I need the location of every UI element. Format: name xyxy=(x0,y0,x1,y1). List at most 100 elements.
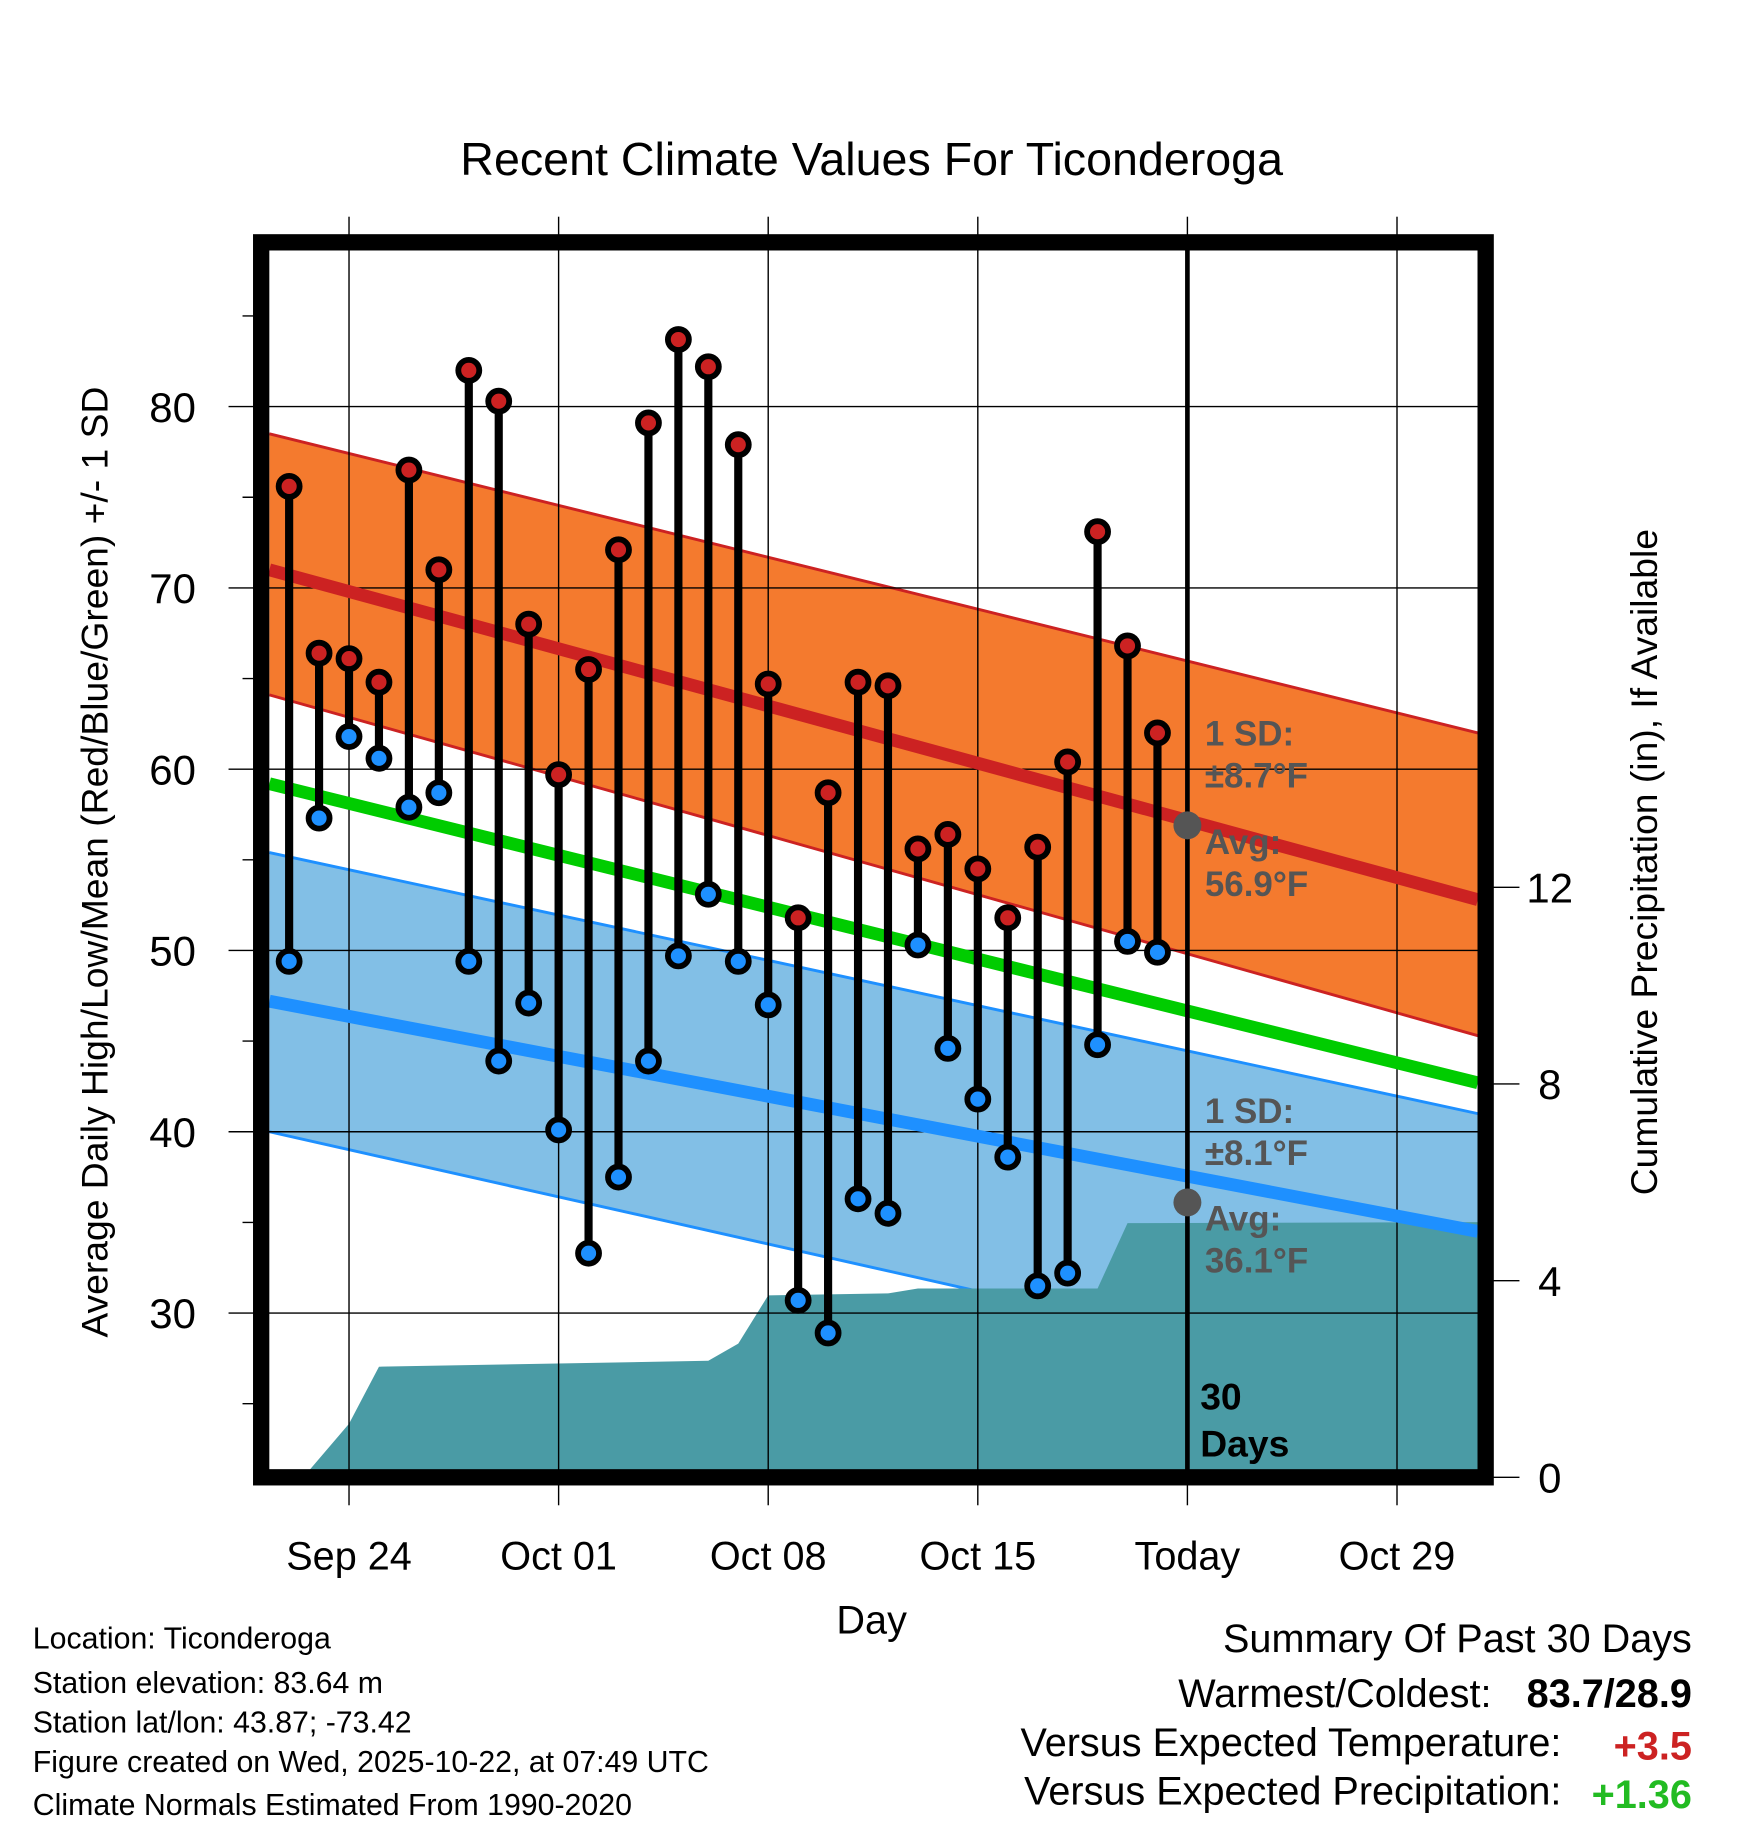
high-avg-label: Avg: xyxy=(1205,823,1281,862)
daily-low-point xyxy=(784,1286,812,1314)
daily-high-point xyxy=(575,656,602,683)
precip-departure-label: Versus Expected Precipitation: xyxy=(1024,1770,1561,1814)
daily-low-point xyxy=(305,804,333,832)
daily-low-point xyxy=(335,723,363,750)
daily-high-point xyxy=(515,610,543,638)
daily-high-point xyxy=(545,761,573,789)
y-tick-label: 40 xyxy=(149,1109,196,1156)
daily-high-point xyxy=(605,536,632,564)
daily-low-point xyxy=(485,1047,513,1075)
daily-high-point xyxy=(1144,719,1171,747)
temp-departure-value: +3.5 xyxy=(1614,1724,1692,1768)
x-tick-label: Oct 15 xyxy=(919,1534,1036,1578)
daily-low-point xyxy=(724,947,752,975)
today-low-avg-marker xyxy=(1173,1188,1202,1217)
high-avg-value: 56.9°F xyxy=(1205,865,1308,904)
daily-high-point xyxy=(994,904,1022,932)
daily-low-point xyxy=(1054,1259,1082,1287)
daily-low-point xyxy=(1144,938,1171,966)
days-unit-label: Days xyxy=(1200,1422,1289,1464)
days-count-label: 30 xyxy=(1200,1376,1241,1418)
y-axis-label: Average Daily High/Low/Mean (Red/Blue/Gr… xyxy=(73,387,115,1338)
plot-frame xyxy=(253,234,1494,1486)
daily-high-point xyxy=(425,556,453,584)
x-tick-label: Oct 29 xyxy=(1339,1534,1456,1578)
y-tick-label: 80 xyxy=(149,384,196,431)
daily-high-point xyxy=(844,668,872,696)
daily-high-point xyxy=(754,670,782,698)
annotations: 1 SD: ±8.7°F Avg: 56.9°F 1 SD: ±8.1°F Av… xyxy=(1200,715,1308,1465)
daily-low-point xyxy=(934,1034,962,1062)
low-avg-value: 36.1°F xyxy=(1205,1241,1308,1280)
daily-low-point xyxy=(635,1047,662,1075)
created-text: Figure created on Wed, 2025-10-22, at 07… xyxy=(33,1746,709,1779)
low-sd-value: ±8.1°F xyxy=(1205,1134,1308,1173)
low-sd-label: 1 SD: xyxy=(1205,1092,1294,1131)
chart-title: Recent Climate Values For Ticonderoga xyxy=(460,133,1283,185)
daily-high-point xyxy=(814,779,842,807)
y2-axis-label: Cumulative Precipitation (in), If Availa… xyxy=(1623,529,1665,1195)
daily-low-point xyxy=(874,1199,902,1227)
precip-departure-value: +1.36 xyxy=(1592,1773,1692,1817)
station-info: Location: Ticonderoga Station elevation:… xyxy=(33,1623,709,1823)
daily-low-point xyxy=(664,942,692,970)
location-text: Location: Ticonderoga xyxy=(33,1623,331,1656)
y2-tick-label: 4 xyxy=(1538,1258,1561,1305)
daily-high-point xyxy=(455,356,483,384)
today-high-avg-marker xyxy=(1173,811,1202,840)
x-tick-label: Today xyxy=(1135,1534,1241,1578)
latlon-text: Station lat/lon: 43.87; -73.42 xyxy=(33,1706,412,1739)
normals-text: Climate Normals Estimated From 1990-2020 xyxy=(33,1789,632,1822)
daily-high-point xyxy=(934,821,962,848)
daily-low-point xyxy=(694,880,722,908)
daily-low-point xyxy=(754,991,782,1019)
y-tick-label: 30 xyxy=(149,1290,196,1337)
daily-low-point xyxy=(814,1319,842,1347)
plot-area xyxy=(261,242,1486,1478)
daily-low-point xyxy=(605,1163,632,1191)
daily-low-point xyxy=(545,1116,573,1144)
low-avg-label: Avg: xyxy=(1205,1199,1281,1238)
daily-low-point xyxy=(1114,928,1141,955)
daily-high-point xyxy=(724,431,752,459)
x-tick-label: Sep 24 xyxy=(286,1534,412,1578)
precip-area xyxy=(303,1222,1478,1478)
daily-high-point xyxy=(664,326,692,353)
daily-low-point xyxy=(455,947,483,975)
daily-low-point xyxy=(1024,1272,1052,1300)
summary: Summary Of Past 30 Days Warmest/Coldest:… xyxy=(1020,1617,1691,1817)
daily-low-point xyxy=(365,744,393,772)
daily-high-point xyxy=(635,409,662,437)
y2-tick-label: 8 xyxy=(1538,1061,1561,1108)
daily-low-point xyxy=(395,793,423,821)
daily-low-point xyxy=(515,989,543,1017)
y2-tick-label: 0 xyxy=(1538,1454,1561,1501)
warmest-coldest-value: 83.7/28.9 xyxy=(1527,1672,1692,1716)
temp-departure-label: Versus Expected Temperature: xyxy=(1020,1721,1561,1765)
daily-low-point xyxy=(904,931,932,959)
daily-high-point xyxy=(1084,518,1111,546)
axes: Sep 24 Oct 01 Oct 08 Oct 15 Today Oct 2930405… xyxy=(149,216,1573,1578)
daily-high-point xyxy=(335,645,363,672)
daily-low-point xyxy=(275,947,303,975)
daily-low-point xyxy=(964,1085,992,1113)
summary-title: Summary Of Past 30 Days xyxy=(1223,1617,1692,1661)
daily-high-point xyxy=(784,904,812,932)
daily-low-point xyxy=(425,779,453,807)
daily-high-point xyxy=(1114,632,1141,660)
y-tick-label: 70 xyxy=(149,565,196,612)
daily-high-point xyxy=(275,472,303,500)
warmest-coldest-label: Warmest/Coldest: xyxy=(1178,1672,1491,1716)
daily-high-point xyxy=(305,639,333,667)
high-sd-label: 1 SD: xyxy=(1205,715,1294,754)
daily-high-point xyxy=(904,835,932,863)
daily-low-point xyxy=(1084,1031,1111,1059)
y-tick-label: 60 xyxy=(149,746,196,793)
daily-high-point xyxy=(395,456,423,484)
daily-low-point xyxy=(994,1143,1022,1171)
daily-high-point xyxy=(1054,748,1082,776)
y2-tick-label: 12 xyxy=(1526,864,1573,911)
daily-high-point xyxy=(964,855,992,883)
daily-high-point xyxy=(1024,833,1052,861)
